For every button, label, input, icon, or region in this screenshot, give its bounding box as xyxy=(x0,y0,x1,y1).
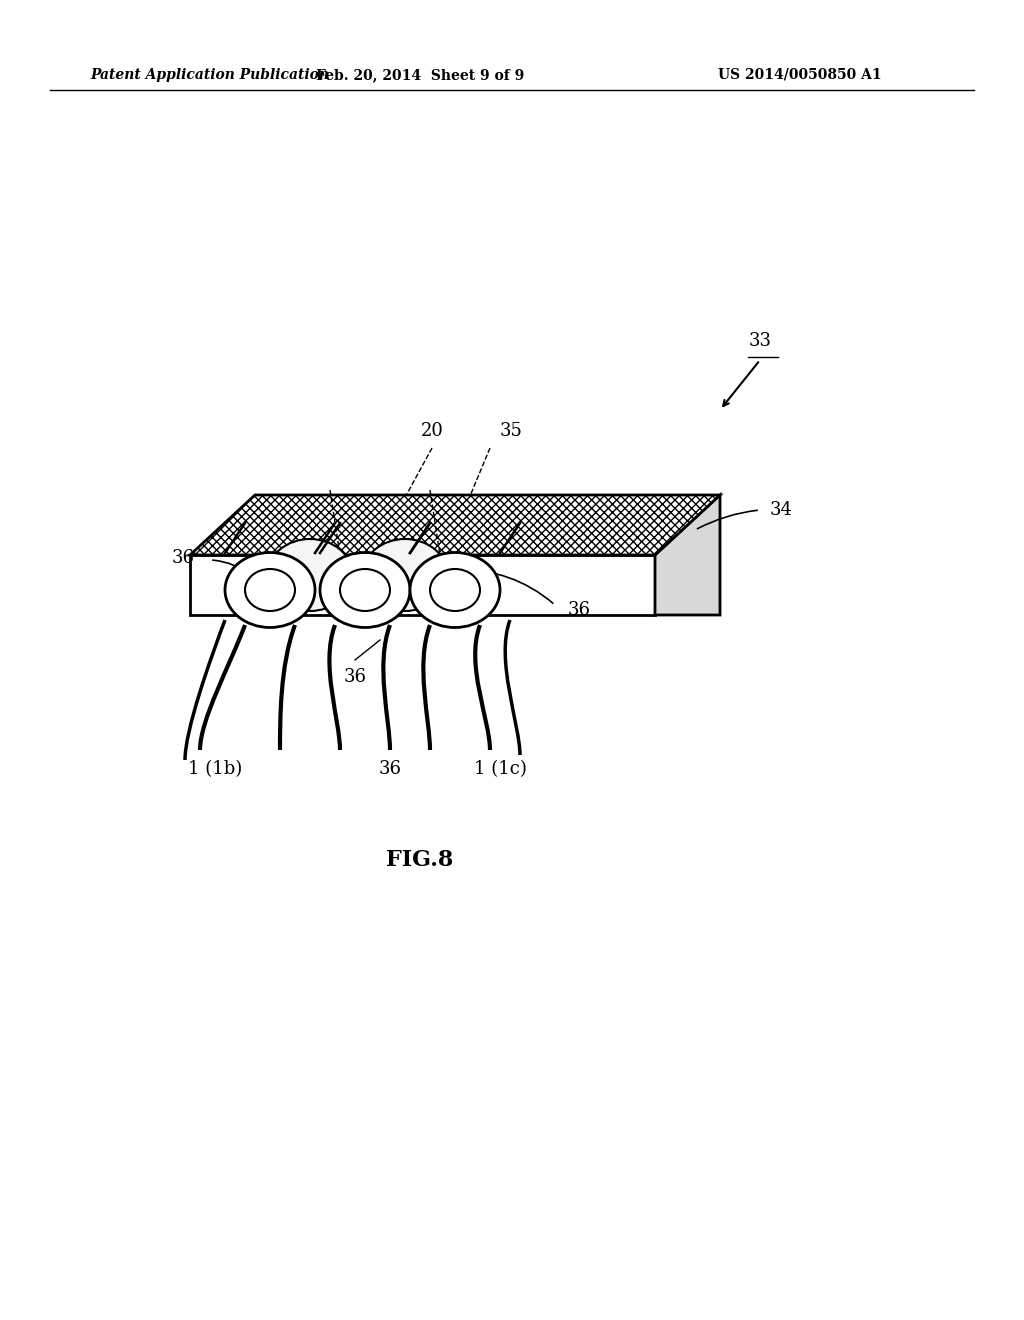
Ellipse shape xyxy=(267,539,352,611)
Text: 36: 36 xyxy=(343,668,367,686)
Ellipse shape xyxy=(225,553,315,627)
Text: US 2014/0050850 A1: US 2014/0050850 A1 xyxy=(718,69,882,82)
Text: 35: 35 xyxy=(500,422,523,440)
Ellipse shape xyxy=(362,539,447,611)
Ellipse shape xyxy=(245,569,295,611)
Text: Patent Application Publication: Patent Application Publication xyxy=(90,69,329,82)
Text: 20: 20 xyxy=(421,422,443,440)
Text: Feb. 20, 2014  Sheet 9 of 9: Feb. 20, 2014 Sheet 9 of 9 xyxy=(315,69,524,82)
Text: 34: 34 xyxy=(770,502,793,519)
Ellipse shape xyxy=(340,569,390,611)
Ellipse shape xyxy=(430,569,480,611)
Polygon shape xyxy=(190,554,655,615)
Text: 36: 36 xyxy=(568,601,591,619)
Text: 1 (1c): 1 (1c) xyxy=(473,760,526,777)
Text: FIG.8: FIG.8 xyxy=(386,849,454,871)
Ellipse shape xyxy=(319,553,410,627)
Text: 36: 36 xyxy=(379,760,401,777)
Polygon shape xyxy=(655,495,720,615)
Text: 1 (1b): 1 (1b) xyxy=(187,760,242,777)
Text: 36: 36 xyxy=(172,549,195,568)
Ellipse shape xyxy=(410,553,500,627)
Polygon shape xyxy=(190,495,720,554)
Text: 33: 33 xyxy=(749,333,771,350)
